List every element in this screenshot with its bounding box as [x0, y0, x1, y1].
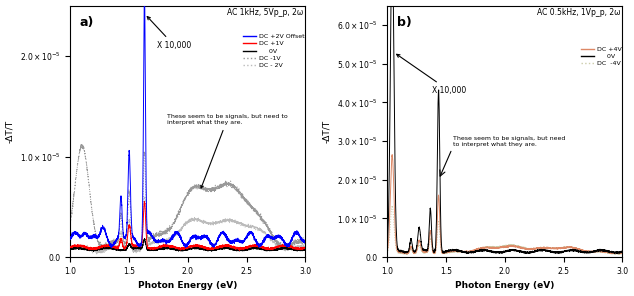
Text: X 10,000: X 10,000: [147, 17, 191, 50]
Legend: DC +2V Offset, DC +1V,      0V, DC -1V, DC - 2V: DC +2V Offset, DC +1V, 0V, DC -1V, DC - …: [243, 34, 304, 68]
Text: X 10,000: X 10,000: [397, 54, 467, 95]
Text: These seem to be signals, but need to
interpret what they are.: These seem to be signals, but need to in…: [167, 114, 288, 188]
X-axis label: Photon Energy (eV): Photon Energy (eV): [138, 281, 238, 290]
Text: AC 0.5kHz, 1Vp_p, 2ω: AC 0.5kHz, 1Vp_p, 2ω: [536, 8, 620, 17]
Legend: DC +4V,      0V, DC  -4V: DC +4V, 0V, DC -4V: [581, 46, 621, 66]
Text: AC 1kHz, 5Vp_p, 2ω: AC 1kHz, 5Vp_p, 2ω: [227, 8, 303, 17]
Y-axis label: -ΔT/T: -ΔT/T: [6, 120, 15, 143]
X-axis label: Photon Energy (eV): Photon Energy (eV): [455, 281, 555, 290]
Text: a): a): [80, 16, 94, 29]
Y-axis label: -ΔT/T: -ΔT/T: [323, 120, 332, 143]
Text: b): b): [397, 16, 411, 29]
Text: These seem to be signals, but need
to interpret what they are.: These seem to be signals, but need to in…: [453, 136, 566, 147]
